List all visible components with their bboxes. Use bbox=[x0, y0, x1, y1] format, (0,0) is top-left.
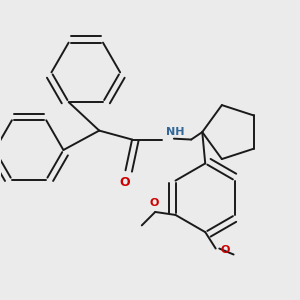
Text: O: O bbox=[119, 176, 130, 189]
Text: NH: NH bbox=[166, 127, 184, 137]
Text: O: O bbox=[150, 198, 159, 208]
Text: O: O bbox=[220, 245, 230, 255]
